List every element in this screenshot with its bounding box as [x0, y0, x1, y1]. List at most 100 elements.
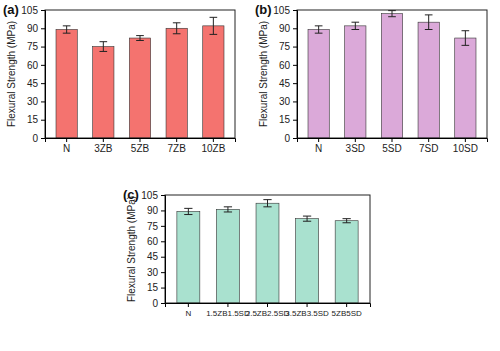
y-tick-mark	[293, 101, 297, 102]
y-tick-label: 90	[279, 23, 291, 34]
bar	[256, 203, 279, 303]
y-tick-label: 0	[32, 133, 38, 144]
y-tick-label: 0	[284, 133, 290, 144]
y-tick-label: 75	[279, 41, 291, 52]
y-tick: 45	[279, 78, 297, 89]
error-cap	[184, 214, 192, 215]
x-tick-mark	[188, 303, 189, 307]
x-tick-label: 2.5ZB2.5SD	[246, 309, 290, 318]
x-tick-mark	[465, 138, 466, 142]
y-tick-mark	[293, 138, 297, 139]
error-bar	[224, 207, 232, 212]
x-tick: 10ZB	[201, 138, 225, 154]
x-tick: 3SD	[346, 138, 365, 154]
error-cap	[343, 218, 351, 219]
error-stem	[176, 23, 177, 34]
y-tick-label: 0	[152, 298, 158, 309]
bar	[381, 14, 402, 138]
y-tick-mark	[161, 226, 165, 227]
error-cap	[388, 16, 396, 17]
y-tick-mark	[161, 241, 165, 242]
y-tick-label: 105	[21, 5, 38, 16]
y-tick-label: 105	[141, 190, 158, 201]
y-tick-mark	[41, 47, 45, 48]
y-tick: 75	[279, 41, 297, 52]
error-stem	[346, 219, 347, 223]
error-cap	[343, 222, 351, 223]
y-tick-label: 60	[27, 60, 39, 71]
x-tick-label: N	[63, 143, 70, 154]
error-stem	[140, 36, 141, 41]
y-tick: 90	[279, 23, 297, 34]
plot-frame	[297, 10, 487, 138]
x-tick-mark	[355, 138, 356, 142]
y-tick-label: 15	[147, 282, 159, 293]
y-tick: 15	[27, 114, 45, 125]
y-tick: 15	[147, 282, 165, 293]
error-stem	[318, 26, 319, 33]
y-tick-mark	[161, 257, 165, 258]
error-stem	[188, 208, 189, 214]
y-tick-mark	[161, 210, 165, 211]
panel: 0153045607590105N3SD5SD7SD10SDFlexural S…	[255, 2, 488, 154]
y-tick: 75	[27, 41, 45, 52]
panel-label: (c)	[123, 187, 139, 202]
y-tick-mark	[293, 65, 297, 66]
y-tick: 60	[27, 60, 45, 71]
error-stem	[355, 22, 356, 29]
error-cap	[303, 216, 311, 217]
error-stem	[213, 17, 214, 34]
bar	[418, 22, 439, 138]
y-tick-mark	[293, 28, 297, 29]
error-cap	[63, 33, 71, 34]
x-tick-label: 7ZB	[168, 143, 187, 154]
x-tick: 5ZB	[131, 138, 150, 154]
x-tick-mark	[103, 138, 104, 142]
x-tick-label: 5ZB5SD	[332, 309, 362, 318]
y-tick: 0	[32, 133, 45, 144]
x-tick-label: 10ZB	[201, 143, 225, 154]
panel-label: (b)	[255, 2, 272, 17]
error-bar	[173, 23, 181, 34]
y-axis-title: Flexural Strength (MPa)	[126, 196, 137, 302]
x-tick-label: 3SD	[346, 143, 365, 154]
x-tick: N	[315, 138, 322, 154]
y-tick-mark	[41, 120, 45, 121]
y-tick: 0	[152, 298, 165, 309]
y-tick-label: 30	[279, 96, 291, 107]
panel: 0153045607590105N1.5ZB1.5SD2.5ZB2.5SD3.5…	[123, 187, 371, 318]
x-tick-mark	[176, 138, 177, 142]
panel-label: (a)	[3, 2, 19, 17]
y-tick-label: 75	[147, 221, 159, 232]
y-axis: 0153045607590105	[21, 5, 45, 144]
x-tick-label: N	[185, 309, 191, 318]
error-cap	[462, 30, 470, 31]
y-axis-title: Flexural Strength (MPa)	[258, 21, 269, 127]
x-tick-mark	[392, 138, 393, 142]
error-cap	[224, 211, 232, 212]
error-cap	[99, 51, 107, 52]
error-cap	[351, 29, 359, 30]
plot-frame	[45, 10, 235, 138]
plot-marks	[177, 200, 358, 303]
error-cap	[263, 206, 271, 207]
x-axis: N3SD5SD7SD10SD	[298, 138, 488, 154]
error-cap	[425, 29, 433, 30]
bar	[177, 211, 200, 303]
x-tick-mark	[140, 138, 141, 142]
error-bar	[388, 11, 396, 17]
y-tick-label: 30	[147, 267, 159, 278]
x-tick: 1.5ZB1.5SD	[206, 303, 250, 318]
x-tick-mark	[428, 138, 429, 142]
x-tick: N	[63, 138, 70, 154]
x-axis-line	[298, 139, 488, 143]
bar	[129, 38, 150, 138]
y-tick: 0	[284, 133, 297, 144]
y-tick-label: 75	[27, 41, 39, 52]
error-bar	[351, 22, 359, 29]
error-stem	[227, 207, 228, 212]
x-axis: N1.5ZB1.5SD2.5ZB2.5SD3.5ZB3.5SD5ZB5SD	[166, 303, 371, 318]
y-tick-mark	[161, 303, 165, 304]
x-tick-mark	[213, 138, 214, 142]
y-axis-line	[41, 11, 46, 139]
